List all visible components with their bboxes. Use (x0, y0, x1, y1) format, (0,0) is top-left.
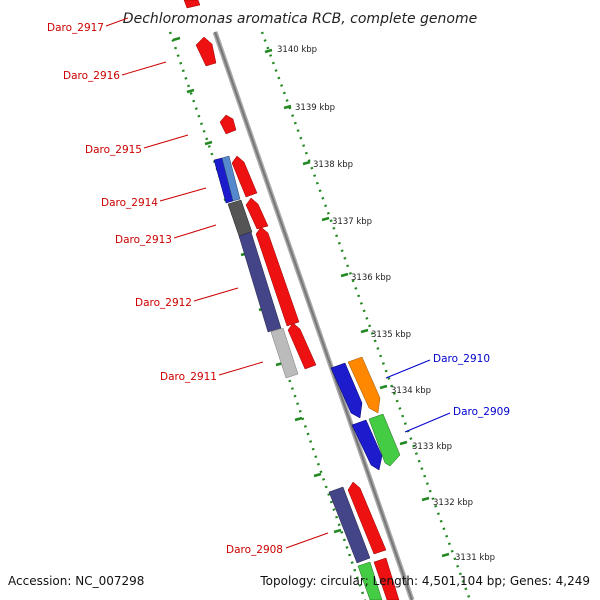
gene-label-daro-2916[interactable]: Daro_2916 (63, 70, 120, 82)
gene-label-daro-2915[interactable]: Daro_2915 (85, 144, 142, 156)
gene-daro-2912[interactable] (238, 226, 300, 333)
gene-label-daro-2917[interactable]: Daro_2917 (47, 22, 104, 34)
kbp-label: 3138 kbp (313, 160, 353, 170)
kbp-label: 3133 kbp (412, 442, 452, 452)
kbp-label: 3131 kbp (455, 553, 495, 563)
kbp-label: 3132 kbp (433, 498, 473, 508)
gene-label-daro-2911[interactable]: Daro_2911 (160, 371, 217, 383)
gene-daro-2911[interactable] (270, 322, 317, 379)
gene-daro-2913[interactable] (227, 197, 269, 237)
gene-label-daro-2912[interactable]: Daro_2912 (135, 297, 192, 309)
gene-daro-2917[interactable] (183, 0, 201, 9)
gene-daro-2910[interactable] (330, 356, 381, 419)
right-major-ticks (264, 48, 450, 558)
right-leader-lines (385, 359, 451, 433)
gene-label-daro-2910[interactable]: Daro_2910 (433, 353, 490, 365)
gene-daro-2909[interactable] (351, 413, 401, 471)
accession-info: Accession: NC_007298 (8, 574, 145, 588)
genome-backbone (212, 31, 415, 600)
kbp-label: 3136 kbp (351, 273, 391, 283)
topology-info: Topology: circular; Length: 4,501,104 bp… (260, 574, 590, 588)
kbp-label: 3137 kbp (332, 217, 372, 227)
gene-daro-2908[interactable] (328, 481, 400, 600)
kbp-label: 3140 kbp (277, 45, 317, 55)
gene-daro-2916[interactable] (195, 36, 217, 67)
kbp-label: 3135 kbp (371, 330, 411, 340)
map-title: Dechloromonas aromatica RCB, complete ge… (123, 11, 477, 27)
gene-label-daro-2908[interactable]: Daro_2908 (226, 544, 283, 556)
gene-daro-2914[interactable] (213, 155, 258, 204)
gene-label-daro-2909[interactable]: Daro_2909 (453, 406, 510, 418)
gene-label-daro-2914[interactable]: Daro_2914 (101, 197, 158, 209)
kbp-label: 3134 kbp (391, 386, 431, 396)
gene-daro-2915[interactable] (219, 114, 237, 135)
kbp-label: 3139 kbp (295, 103, 335, 113)
right-dotted-guide (260, 31, 472, 600)
gene-label-daro-2913[interactable]: Daro_2913 (115, 234, 172, 246)
left-leader-lines (105, 17, 329, 549)
